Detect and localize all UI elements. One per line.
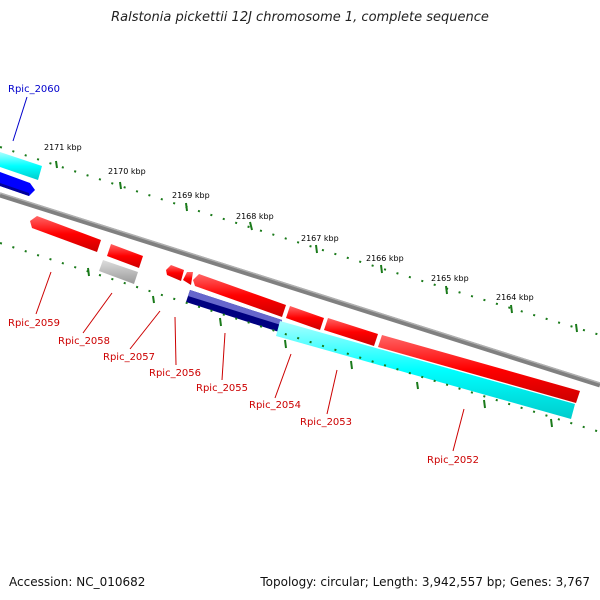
feature-rpic-2058-red[interactable]: [107, 244, 143, 268]
major-ticks-inner: [87, 267, 553, 428]
feature-rpic-2057[interactable]: [166, 265, 184, 281]
feature-rpic-2060[interactable]: [0, 172, 35, 196]
feature-rpic-2053-red[interactable]: [324, 318, 378, 346]
gene-label-rpic-2053[interactable]: Rpic_2053: [300, 417, 352, 428]
tick-label-2171: 2171 kbp: [44, 143, 82, 152]
callout-lines: [12, 96, 465, 452]
tick-label-2170: 2170 kbp: [108, 167, 146, 176]
tick-label-2169: 2169 kbp: [172, 191, 210, 200]
gene-label-rpic-2055[interactable]: Rpic_2055: [196, 383, 248, 394]
tick-label-2164: 2164 kbp: [496, 293, 534, 302]
gene-labels: Rpic_2060 Rpic_2059 Rpic_2058 Rpic_2057 …: [8, 84, 479, 466]
forward-genes: [30, 216, 580, 403]
gene-label-rpic-2059[interactable]: Rpic_2059: [8, 318, 60, 329]
tick-labels: 2171 kbp 2170 kbp 2169 kbp 2168 kbp 2167…: [44, 143, 534, 302]
feature-rpic-2055-red[interactable]: [193, 274, 286, 317]
feature-rpic-2052-red[interactable]: [378, 335, 580, 403]
genome-stats: Topology: circular; Length: 3,942,557 bp…: [260, 575, 590, 589]
feature-cyan-top[interactable]: [0, 152, 42, 180]
feature-rpic-2056[interactable]: [183, 272, 193, 285]
gene-label-rpic-2052[interactable]: Rpic_2052: [427, 455, 479, 466]
gene-label-rpic-2058[interactable]: Rpic_2058: [58, 336, 110, 347]
gene-label-rpic-2060[interactable]: Rpic_2060: [8, 84, 60, 95]
tick-label-2166: 2166 kbp: [366, 254, 404, 263]
feature-rpic-2054-red[interactable]: [286, 306, 324, 330]
accession-label: Accession: NC_010682: [9, 575, 146, 589]
tick-label-2167: 2167 kbp: [301, 234, 339, 243]
gene-label-rpic-2056[interactable]: Rpic_2056: [149, 368, 201, 379]
major-ticks-outer: [55, 160, 578, 333]
feature-rpic-2058[interactable]: [99, 260, 138, 284]
tick-label-2168: 2168 kbp: [236, 212, 274, 221]
feature-rpic-2053[interactable]: [276, 321, 575, 419]
feature-rpic-2059[interactable]: [30, 216, 101, 252]
map-title: Ralstonia pickettii 12J chromosome 1, co…: [111, 10, 489, 25]
gene-label-rpic-2057[interactable]: Rpic_2057: [103, 352, 155, 363]
gene-label-rpic-2054[interactable]: Rpic_2054: [249, 400, 301, 411]
tick-label-2165: 2165 kbp: [431, 274, 469, 283]
chromosome-backbone: [0, 192, 600, 388]
